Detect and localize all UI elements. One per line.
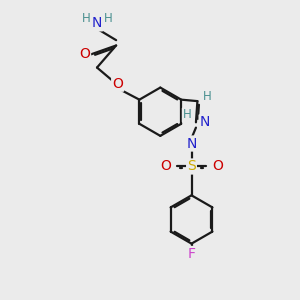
Text: F: F (188, 247, 196, 261)
Text: N: N (186, 136, 197, 151)
Text: O: O (79, 47, 90, 61)
Text: N: N (92, 16, 102, 30)
Text: S: S (187, 160, 196, 173)
Text: H: H (183, 109, 191, 122)
Text: O: O (112, 77, 123, 91)
Text: H: H (104, 12, 112, 25)
Text: H: H (202, 90, 211, 103)
Text: O: O (160, 160, 171, 173)
Text: H: H (81, 12, 90, 25)
Text: O: O (212, 160, 223, 173)
Text: N: N (200, 115, 210, 129)
